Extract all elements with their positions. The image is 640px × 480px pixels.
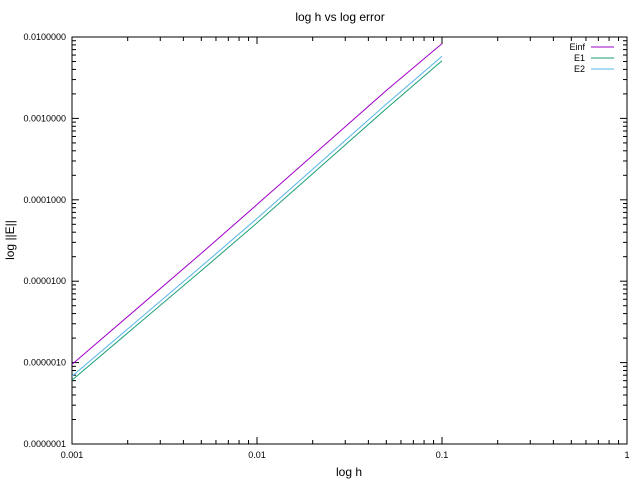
x-tick-label: 0.01 xyxy=(248,450,266,460)
series-line-e2 xyxy=(71,55,443,377)
x-tick-label: 1 xyxy=(624,450,629,460)
y-tick-label: 0.0000001 xyxy=(23,439,66,449)
y-tick-label: 0.0100000 xyxy=(23,32,66,42)
legend-label-e2: E2 xyxy=(574,64,585,74)
series-line-einf xyxy=(71,43,443,365)
x-axis-label: log h xyxy=(336,465,362,479)
y-tick-label: 0.0001000 xyxy=(23,195,66,205)
series-lines xyxy=(71,43,443,381)
x-tick-label: 0.1 xyxy=(436,450,449,460)
y-tick-label: 0.0000100 xyxy=(23,276,66,286)
y-axis-label: log ||E|| xyxy=(3,220,17,260)
plot-frame xyxy=(71,36,628,445)
y-axis: 0.0000001 0.0000010 0.0000100 0.0001000 0.00… xyxy=(23,32,627,449)
legend-label-einf: Einf xyxy=(569,42,585,52)
legend-label-e1: E1 xyxy=(574,53,585,63)
series-line-e1 xyxy=(71,60,443,381)
chart-title: log h vs log error xyxy=(295,10,384,24)
y-tick-label: 0.0010000 xyxy=(23,113,66,123)
x-tick-label: 0.001 xyxy=(61,450,84,460)
x-axis: 0.001 0.01 0.1 1 xyxy=(61,37,630,460)
y-tick-label: 0.0000010 xyxy=(23,358,66,368)
